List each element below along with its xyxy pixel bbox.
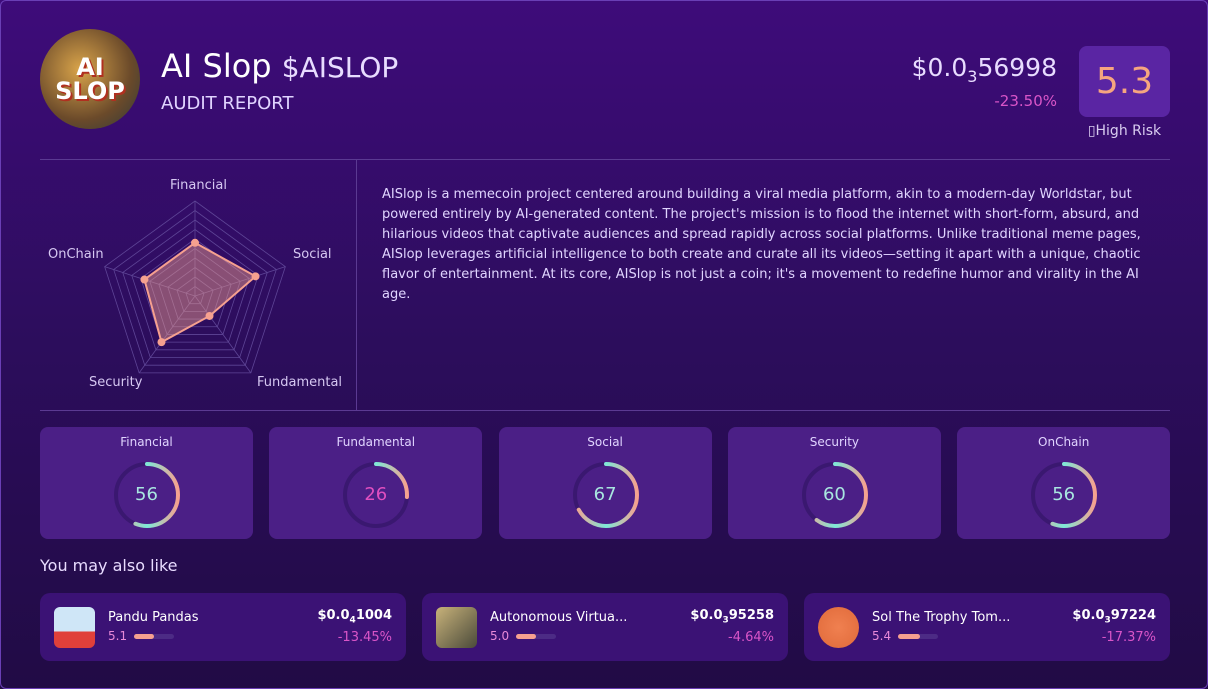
radar-label-onchain: OnChain xyxy=(48,247,104,262)
score-card-title: Social xyxy=(587,435,623,449)
radar-axis-line xyxy=(194,295,252,374)
score-gauge xyxy=(343,462,410,528)
radar-grid-ring xyxy=(167,267,223,320)
radar-grid-ring xyxy=(185,286,205,305)
token-price: $0.0397224 xyxy=(1072,608,1156,626)
radar-point-onchain xyxy=(140,275,149,284)
score-value: 60 xyxy=(822,484,846,505)
divider xyxy=(40,159,1170,160)
radar-grid-ring xyxy=(122,219,268,358)
radar-grid-ring xyxy=(104,200,286,374)
token-logo: AI SLOP xyxy=(40,29,140,129)
risk-score: 5.3 xyxy=(1079,46,1170,117)
score-card-title: Security xyxy=(809,435,860,449)
also-like-heading: You may also like xyxy=(40,556,178,575)
score-card-social: Social 67 xyxy=(498,427,712,539)
token-thumbnail xyxy=(818,607,859,648)
score-gauge xyxy=(572,462,639,528)
report-subtitle: AUDIT REPORT xyxy=(161,93,294,114)
token-thumbnail xyxy=(436,607,477,648)
score-gauge xyxy=(114,462,180,528)
token-score: 5.1 xyxy=(108,629,128,643)
radar-label-fundamental: Fundamental xyxy=(257,375,343,390)
token-score: 5.4 xyxy=(872,629,892,643)
gauge-fill xyxy=(1031,462,1098,528)
token-change: -13.45% xyxy=(337,630,392,645)
token-name: Pandu Pandas xyxy=(108,610,199,625)
score-card-title: Financial xyxy=(120,435,173,449)
radar-point-social xyxy=(251,272,260,281)
token-price: $0.0356998 xyxy=(911,53,1057,86)
gauge-fill xyxy=(801,462,868,528)
radar-label-financial: Financial xyxy=(170,178,227,193)
score-card-security: Security 60 xyxy=(727,427,941,539)
recommendation-card[interactable]: Pandu Pandas 5.1 $0.041004 -13.45% xyxy=(40,593,406,661)
score-card-onchain: OnChain 56 xyxy=(957,427,1171,539)
radar-grid-ring xyxy=(140,238,250,343)
score-bar xyxy=(516,634,556,639)
radar-chart xyxy=(104,200,286,374)
score-value: 56 xyxy=(1052,484,1076,505)
radar-point-security xyxy=(157,338,166,347)
score-value: 26 xyxy=(364,484,388,505)
price-change: -23.50% xyxy=(994,92,1057,110)
divider xyxy=(356,160,357,410)
score-gauge xyxy=(801,462,868,528)
radar-grid-ring xyxy=(149,248,241,335)
gauge-fill xyxy=(114,462,180,528)
token-price: $0.0395258 xyxy=(690,608,774,626)
token-price: $0.041004 xyxy=(317,608,392,626)
radar-label-social: Social xyxy=(293,247,332,262)
radar-axis-line xyxy=(194,266,286,297)
score-card-title: Fundamental xyxy=(336,435,416,449)
divider xyxy=(40,410,1170,411)
recommendation-card[interactable]: Sol The Trophy Tom... 5.4 $0.0397224 -17… xyxy=(804,593,1170,661)
radar-grid-ring xyxy=(176,276,214,312)
score-value: 56 xyxy=(135,484,158,505)
token-title: AI Slop $AISLOP xyxy=(161,47,399,85)
score-card-fundamental: Fundamental 26 xyxy=(269,427,483,539)
gauge-fill xyxy=(343,462,410,528)
recommendation-card[interactable]: Autonomous Virtua... 5.0 $0.0395258 -4.6… xyxy=(422,593,788,661)
radar-point-fundamental xyxy=(205,311,214,320)
score-card-title: OnChain xyxy=(1038,435,1090,449)
token-change: -4.64% xyxy=(728,630,774,645)
token-score: 5.0 xyxy=(490,629,510,643)
project-description: AISlop is a memecoin project centered ar… xyxy=(382,187,1141,302)
token-thumbnail xyxy=(54,607,95,648)
radar-point-financial xyxy=(191,238,199,247)
radar-label-security: Security xyxy=(89,375,143,390)
radar-series-area xyxy=(143,241,258,344)
token-name: Sol The Trophy Tom... xyxy=(872,610,1011,625)
radar-grid-ring xyxy=(158,257,232,328)
radar-axis-line xyxy=(138,295,196,374)
score-card-financial: Financial 56 xyxy=(40,427,253,539)
score-gauge xyxy=(1031,462,1098,528)
radar-grid-ring xyxy=(113,210,277,366)
score-bar xyxy=(898,634,938,639)
radar-axis-line xyxy=(104,266,196,297)
token-change: -17.37% xyxy=(1101,630,1156,645)
gauge-fill xyxy=(572,462,639,528)
risk-label: ▯High Risk xyxy=(1087,123,1162,139)
token-name: Autonomous Virtua... xyxy=(490,610,628,625)
radar-grid-ring xyxy=(131,229,259,351)
score-bar xyxy=(134,634,174,639)
score-value: 67 xyxy=(593,484,617,505)
